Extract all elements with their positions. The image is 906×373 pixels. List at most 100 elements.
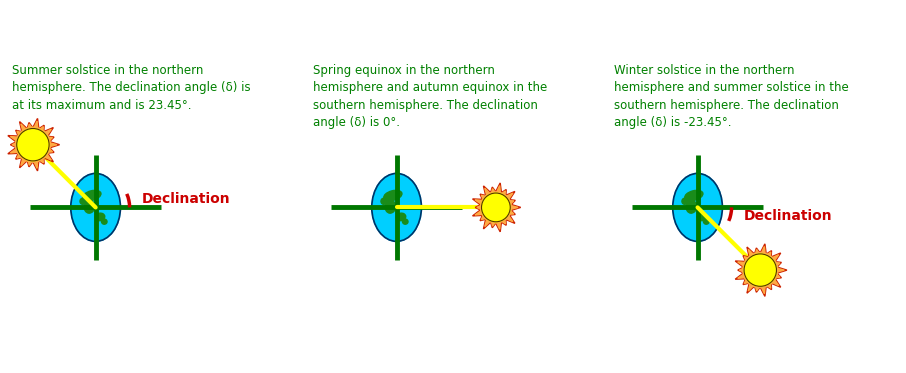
Ellipse shape bbox=[101, 219, 107, 224]
Polygon shape bbox=[484, 186, 492, 197]
Polygon shape bbox=[761, 247, 766, 255]
Polygon shape bbox=[508, 209, 516, 215]
Polygon shape bbox=[760, 244, 766, 255]
Polygon shape bbox=[754, 285, 761, 292]
Polygon shape bbox=[747, 282, 756, 293]
Ellipse shape bbox=[71, 173, 120, 241]
Polygon shape bbox=[43, 129, 52, 136]
Polygon shape bbox=[11, 141, 17, 148]
Polygon shape bbox=[491, 189, 496, 194]
Polygon shape bbox=[500, 218, 506, 225]
Polygon shape bbox=[774, 261, 781, 268]
Polygon shape bbox=[39, 157, 43, 163]
Polygon shape bbox=[748, 249, 754, 257]
Polygon shape bbox=[480, 214, 487, 221]
Polygon shape bbox=[766, 282, 772, 289]
Polygon shape bbox=[49, 142, 57, 147]
Polygon shape bbox=[766, 251, 772, 258]
Polygon shape bbox=[760, 285, 766, 297]
Polygon shape bbox=[481, 195, 487, 200]
Ellipse shape bbox=[80, 198, 85, 204]
Polygon shape bbox=[736, 261, 747, 268]
Polygon shape bbox=[49, 141, 60, 148]
Polygon shape bbox=[480, 194, 487, 201]
Polygon shape bbox=[12, 142, 17, 147]
Text: Declination: Declination bbox=[744, 209, 833, 223]
Polygon shape bbox=[20, 157, 28, 168]
Polygon shape bbox=[766, 252, 771, 257]
Polygon shape bbox=[743, 278, 750, 285]
Polygon shape bbox=[47, 148, 53, 152]
Polygon shape bbox=[506, 193, 513, 200]
Polygon shape bbox=[21, 157, 26, 166]
Ellipse shape bbox=[16, 128, 49, 161]
Polygon shape bbox=[495, 220, 502, 232]
Text: Summer solstice in the northern
hemisphere. The declination angle (δ) is
at its : Summer solstice in the northern hemisphe… bbox=[12, 64, 251, 112]
Polygon shape bbox=[496, 185, 500, 194]
Ellipse shape bbox=[84, 200, 94, 213]
Ellipse shape bbox=[686, 200, 697, 213]
Ellipse shape bbox=[743, 253, 777, 288]
Polygon shape bbox=[761, 286, 766, 294]
Polygon shape bbox=[737, 262, 746, 267]
Polygon shape bbox=[501, 219, 506, 224]
Polygon shape bbox=[484, 218, 492, 229]
Polygon shape bbox=[506, 215, 513, 222]
Polygon shape bbox=[10, 148, 18, 153]
Polygon shape bbox=[33, 119, 39, 130]
Polygon shape bbox=[748, 283, 754, 291]
Polygon shape bbox=[775, 274, 780, 278]
Polygon shape bbox=[774, 272, 781, 279]
Polygon shape bbox=[47, 137, 53, 141]
Polygon shape bbox=[46, 136, 54, 142]
Polygon shape bbox=[508, 200, 516, 206]
Polygon shape bbox=[485, 219, 490, 227]
Polygon shape bbox=[501, 191, 506, 196]
Polygon shape bbox=[747, 247, 756, 258]
Polygon shape bbox=[21, 124, 26, 132]
Polygon shape bbox=[505, 191, 515, 201]
Polygon shape bbox=[771, 255, 778, 261]
Polygon shape bbox=[46, 147, 54, 153]
Ellipse shape bbox=[480, 192, 511, 223]
Ellipse shape bbox=[385, 200, 396, 213]
Polygon shape bbox=[485, 188, 490, 196]
Ellipse shape bbox=[685, 190, 703, 201]
Ellipse shape bbox=[698, 213, 707, 221]
Polygon shape bbox=[39, 126, 43, 132]
Polygon shape bbox=[20, 122, 28, 133]
Polygon shape bbox=[490, 220, 496, 228]
Polygon shape bbox=[17, 131, 22, 136]
Polygon shape bbox=[771, 279, 778, 286]
Polygon shape bbox=[756, 250, 759, 255]
Polygon shape bbox=[27, 123, 34, 130]
Polygon shape bbox=[776, 267, 787, 273]
Ellipse shape bbox=[481, 193, 510, 222]
Polygon shape bbox=[495, 183, 502, 194]
Polygon shape bbox=[17, 153, 22, 158]
Polygon shape bbox=[510, 204, 521, 211]
Polygon shape bbox=[28, 160, 33, 165]
Polygon shape bbox=[473, 209, 484, 216]
Polygon shape bbox=[500, 189, 506, 197]
Polygon shape bbox=[756, 286, 759, 291]
Text: Spring equinox in the northern
hemisphere and autumn equinox in the
southern hem: Spring equinox in the northern hemispher… bbox=[313, 64, 547, 129]
Polygon shape bbox=[38, 125, 44, 133]
Polygon shape bbox=[743, 256, 750, 263]
Polygon shape bbox=[43, 128, 53, 137]
Ellipse shape bbox=[381, 198, 387, 204]
Ellipse shape bbox=[15, 127, 51, 162]
Ellipse shape bbox=[704, 219, 709, 224]
Polygon shape bbox=[766, 283, 771, 288]
Polygon shape bbox=[475, 210, 483, 215]
Polygon shape bbox=[775, 263, 780, 267]
Polygon shape bbox=[744, 279, 749, 283]
Polygon shape bbox=[505, 214, 515, 223]
Polygon shape bbox=[38, 157, 44, 164]
Polygon shape bbox=[28, 124, 33, 129]
Polygon shape bbox=[736, 272, 747, 279]
Polygon shape bbox=[754, 248, 761, 255]
Ellipse shape bbox=[82, 190, 101, 201]
Ellipse shape bbox=[95, 213, 105, 221]
Polygon shape bbox=[770, 253, 781, 263]
